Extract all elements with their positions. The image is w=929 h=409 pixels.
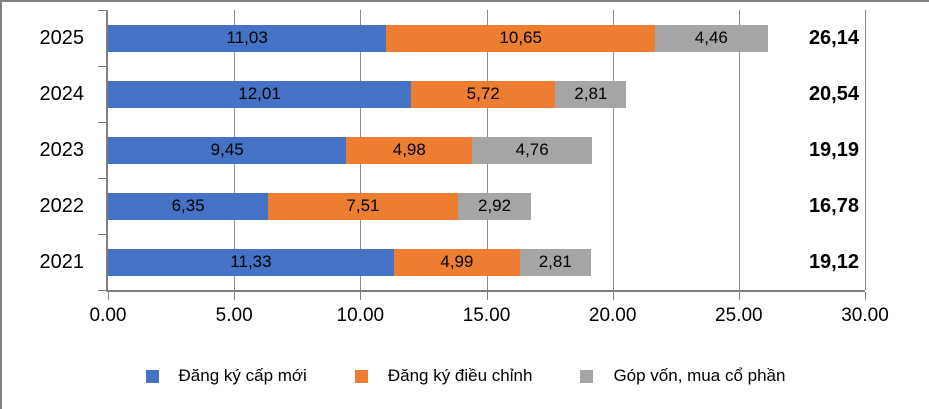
x-axis: 0.00 5.00 10.00 15.00 20.00 25.00 30.00 (2, 305, 929, 329)
x-axis-tick-label: 5.00 (215, 305, 253, 326)
legend-item: Đăng ký cấp mới (145, 366, 307, 386)
bar-segment: 6,35 (108, 192, 269, 220)
category-label: 2022 (39, 195, 85, 217)
legend-item: Góp vốn, mua cổ phần (580, 366, 785, 386)
x-axis-tick-label: 25.00 (715, 305, 763, 326)
bar-value-label: 5,72 (466, 84, 500, 103)
bar-segment: 4,46 (655, 24, 768, 52)
x-axis-tick-label: 30.00 (841, 305, 889, 326)
bar-segment: 4,99 (393, 248, 520, 276)
x-axis-tick-label: 20.00 (588, 305, 637, 326)
y-axis-tick (98, 290, 106, 291)
bar-row: 12,01 5,72 2,81 (108, 80, 865, 108)
bar-row: 11,33 4,99 2,81 (108, 248, 865, 276)
y-axis-tick (98, 122, 106, 123)
y-axis-tick (98, 10, 106, 11)
bar-segment: 4,98 (346, 136, 473, 164)
x-axis-tick-label: 15.00 (462, 305, 511, 326)
bar-value-label: 6,35 (171, 196, 205, 215)
bar-segment: 11,03 (108, 24, 387, 52)
y-axis-tick (98, 234, 106, 235)
y-axis-tick (98, 66, 106, 67)
bar-value-label: 9,45 (210, 140, 244, 159)
bar-value-label: 7,51 (346, 196, 380, 215)
bar-segment: 11,33 (108, 248, 394, 276)
bar-segment: 2,81 (555, 80, 627, 108)
bar-segment: 7,51 (268, 192, 458, 220)
x-axis-tick (738, 292, 740, 300)
bar-value-label: 2,81 (574, 84, 608, 103)
bar-value-label: 11,03 (226, 28, 268, 47)
bar-value-label: 4,98 (392, 140, 426, 159)
bar-segment: 9,45 (108, 136, 347, 164)
bar-segment: 5,72 (411, 80, 556, 108)
legend-label: Góp vốn, mua cổ phần (613, 366, 786, 385)
bar-value-label: 10,65 (499, 28, 542, 47)
bar-value-label: 4,46 (694, 28, 728, 47)
y-axis-tick (98, 178, 106, 179)
legend: Đăng ký cấp mới Đăng ký điều chỉnh Góp vốn… (2, 362, 929, 390)
bar-value-label: 4,76 (515, 140, 549, 159)
bar-value-label: 2,92 (478, 196, 512, 215)
bar-row: 11,03 10,65 4,46 (108, 24, 865, 52)
bar-segment: 4,76 (472, 136, 593, 164)
plot-area: 2025 11,03 10,65 4,46 26,14 2024 12,01 5,72 2,81… (40, 10, 866, 300)
x-axis-tick (234, 292, 236, 300)
bar-value-label: 2,81 (538, 252, 572, 271)
total-label: 20,54 (808, 83, 859, 105)
bar-segment: 2,81 (519, 248, 591, 276)
legend-marker-icon (354, 369, 368, 383)
gridline (865, 10, 866, 290)
category-label: 2023 (39, 139, 85, 161)
total-label: 19,12 (808, 251, 859, 273)
total-label: 26,14 (808, 27, 859, 49)
bar-value-label: 4,99 (440, 252, 474, 271)
legend-label: Đăng ký điều chỉnh (387, 366, 533, 385)
x-axis-tick (360, 292, 362, 300)
legend-marker-icon (580, 369, 594, 383)
x-axis-tick (108, 292, 109, 300)
category-label: 2025 (39, 27, 85, 49)
bar-value-label: 12,01 (238, 84, 281, 103)
gridline (612, 10, 614, 290)
x-axis-tick (865, 292, 866, 300)
bar-segment: 2,92 (457, 192, 532, 220)
bar-value-label: 11,33 (230, 252, 272, 271)
x-axis-tick-label: 0.00 (89, 305, 127, 326)
gridline (738, 10, 740, 290)
bar-segment: 10,65 (386, 24, 656, 52)
x-axis-tick (486, 292, 488, 300)
bar-segment: 12,01 (108, 80, 412, 108)
bar-row: 6,35 7,51 2,92 (108, 192, 865, 220)
bar-row: 9,45 4,98 4,76 (108, 136, 865, 164)
category-label: 2021 (39, 251, 85, 273)
total-label: 19,19 (808, 139, 859, 161)
legend-label: Đăng ký cấp mới (178, 366, 307, 385)
legend-item: Đăng ký điều chỉnh (354, 366, 533, 386)
x-axis-tick (612, 292, 614, 300)
total-label: 16,78 (808, 195, 859, 217)
legend-marker-icon (145, 369, 159, 383)
x-axis-tick-label: 10.00 (336, 305, 385, 326)
category-label: 2024 (39, 83, 85, 105)
